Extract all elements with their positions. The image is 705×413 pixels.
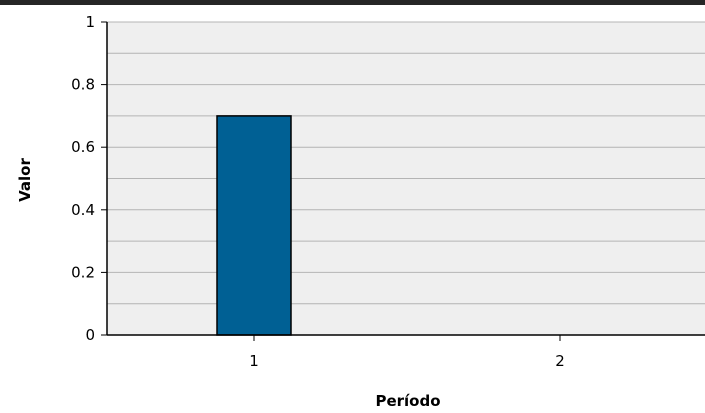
- x-axis-title: Período: [375, 392, 440, 410]
- y-tick-label: 0.2: [71, 263, 95, 281]
- x-tick-label: 2: [555, 352, 565, 370]
- y-tick-label: 0.4: [71, 201, 95, 219]
- y-axis-title: Valor: [16, 158, 34, 202]
- y-tick-label: 1: [85, 13, 95, 31]
- window-top-border: [0, 0, 705, 5]
- x-tick-label: 1: [249, 352, 259, 370]
- y-axis-ticks: 0 0.2 0.4 0.6 0.8 1: [71, 13, 107, 344]
- bars: [216, 115, 292, 336]
- y-tick-label: 0.6: [71, 138, 95, 156]
- bar-1: [216, 115, 292, 336]
- y-tick-label: 0: [85, 326, 95, 344]
- y-tick-label: 0.8: [71, 76, 95, 94]
- gridlines: [107, 21, 705, 305]
